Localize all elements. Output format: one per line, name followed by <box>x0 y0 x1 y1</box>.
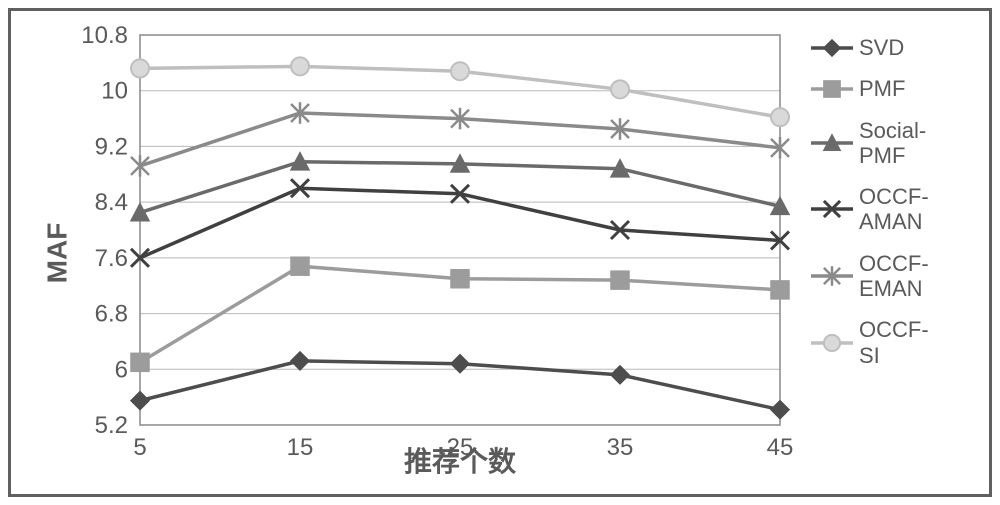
legend-label: OCCF-AMAN <box>859 184 929 235</box>
legend-item-OCCF-EMAN: OCCF-EMAN <box>811 251 969 302</box>
legend-item-PMF: PMF <box>811 76 969 101</box>
svg-text:5.2: 5.2 <box>95 412 128 439</box>
svg-text:35: 35 <box>607 434 634 461</box>
legend-label: SVD <box>859 35 904 60</box>
svg-text:45: 45 <box>767 434 794 461</box>
svg-text:6.8: 6.8 <box>95 301 128 328</box>
svg-text:15: 15 <box>287 434 314 461</box>
y-axis-label: MAF <box>41 222 73 283</box>
legend: SVD PMF Social-PMF OCCF-AMAN OCCF-EMAN OCCF-S… <box>811 35 969 384</box>
svg-text:7.6: 7.6 <box>95 245 128 272</box>
svg-text:10: 10 <box>101 78 128 105</box>
legend-swatch-icon <box>811 132 853 154</box>
legend-item-OCCF-AMAN: OCCF-AMAN <box>811 184 969 235</box>
svg-text:8.4: 8.4 <box>95 189 128 216</box>
legend-label: OCCF-SI <box>859 317 929 368</box>
legend-swatch-icon <box>811 37 853 59</box>
chart-area: MAF 5.266.87.68.49.21010.8515253545 推荐个数… <box>25 25 975 480</box>
legend-label: OCCF-EMAN <box>859 251 929 302</box>
legend-item-OCCF-SI: OCCF-SI <box>811 317 969 368</box>
svg-text:10.8: 10.8 <box>81 25 128 49</box>
legend-swatch-icon <box>811 198 853 220</box>
legend-swatch-icon <box>811 265 853 287</box>
svg-text:9.2: 9.2 <box>95 133 128 160</box>
chart-frame: MAF 5.266.87.68.49.21010.8515253545 推荐个数… <box>8 8 992 497</box>
x-axis-label: 推荐个数 <box>380 440 540 480</box>
legend-swatch-icon <box>811 332 853 354</box>
legend-swatch-icon <box>811 78 853 100</box>
legend-item-Social-PMF: Social-PMF <box>811 118 969 169</box>
svg-text:5: 5 <box>133 434 146 461</box>
legend-label: Social-PMF <box>859 118 926 169</box>
legend-label: PMF <box>859 76 905 101</box>
legend-item-SVD: SVD <box>811 35 969 60</box>
svg-text:6: 6 <box>115 356 128 383</box>
